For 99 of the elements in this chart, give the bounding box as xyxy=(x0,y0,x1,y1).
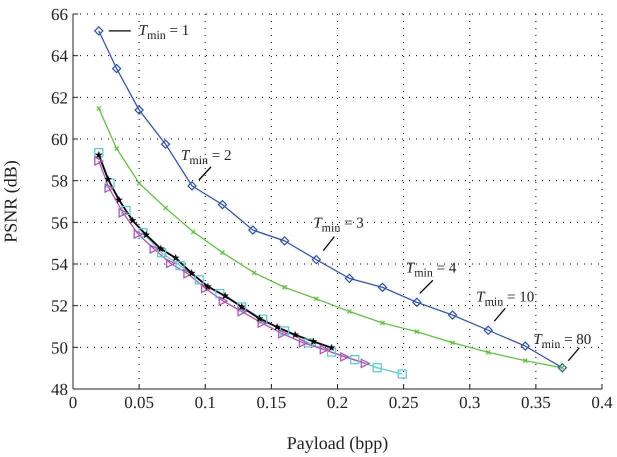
point xyxy=(298,338,308,348)
point xyxy=(188,269,196,276)
point xyxy=(248,225,258,235)
annotation: T$_{min}$ = 3 xyxy=(313,216,364,234)
point xyxy=(94,156,104,166)
point xyxy=(150,244,159,254)
point xyxy=(258,314,268,324)
point xyxy=(134,230,143,239)
y-tick-label: 66 xyxy=(51,5,68,24)
point xyxy=(220,250,226,256)
y-tick-label: 62 xyxy=(51,88,68,108)
point xyxy=(360,358,370,368)
point xyxy=(278,329,288,338)
annotation: T$_{min}$ = 2 xyxy=(181,148,232,166)
point xyxy=(450,340,456,346)
point xyxy=(326,348,336,357)
point xyxy=(194,275,204,284)
point xyxy=(378,282,388,292)
point xyxy=(520,341,530,351)
annotation: T$_{min}$ = 4 xyxy=(406,260,457,279)
x-tick-label: 0.1 xyxy=(194,393,216,412)
y-tick-label: 54 xyxy=(51,255,68,274)
x-tick-label: 0 xyxy=(68,393,78,412)
y-axis-title: PSNR (dB) xyxy=(0,160,20,243)
y-tick-label: 56 xyxy=(51,213,68,232)
x-tick-label: 0.2 xyxy=(326,393,348,412)
point xyxy=(273,323,281,330)
point xyxy=(162,205,168,211)
point xyxy=(176,261,185,270)
point xyxy=(112,64,122,74)
x-tick-label: 0.35 xyxy=(521,393,551,412)
point xyxy=(166,258,176,268)
point xyxy=(105,178,115,188)
point xyxy=(484,326,493,335)
point xyxy=(280,326,290,336)
x-tick-label: 0.4 xyxy=(591,393,614,412)
point xyxy=(215,288,224,298)
point xyxy=(138,228,148,238)
point xyxy=(114,146,120,152)
annotation: T$_{min}$ = 1 xyxy=(138,22,190,42)
point xyxy=(187,181,197,190)
point xyxy=(380,320,386,326)
point xyxy=(160,140,170,149)
point xyxy=(172,254,180,262)
point xyxy=(221,292,229,300)
point xyxy=(346,308,352,314)
point xyxy=(104,184,114,193)
y-tick-label: 48 xyxy=(51,380,68,400)
point xyxy=(486,350,491,355)
x-tick-label: 0.25 xyxy=(388,393,418,412)
y-tick-label: 58 xyxy=(51,172,68,191)
point xyxy=(94,148,104,158)
point xyxy=(252,270,257,276)
point xyxy=(344,274,354,283)
point xyxy=(121,206,130,216)
x-tick-label: 0.15 xyxy=(256,393,286,412)
point xyxy=(94,26,104,36)
point xyxy=(136,180,142,186)
y-tick-label: 64 xyxy=(51,46,68,66)
point xyxy=(312,255,321,264)
y-tick-label: 50 xyxy=(51,338,68,358)
point xyxy=(282,284,288,290)
point xyxy=(218,296,228,306)
point xyxy=(128,216,136,224)
point xyxy=(372,363,382,372)
point xyxy=(448,310,458,320)
point xyxy=(183,269,193,278)
point xyxy=(115,196,123,204)
point xyxy=(94,151,103,158)
x-tick-label: 0.3 xyxy=(459,393,480,412)
y-tick-label: 60 xyxy=(51,130,68,150)
point xyxy=(204,282,212,290)
point xyxy=(340,352,350,362)
point xyxy=(258,318,267,328)
point xyxy=(256,314,264,322)
point xyxy=(304,338,314,348)
point xyxy=(350,355,360,364)
x-tick-label: 0.05 xyxy=(124,393,154,412)
x-axis-title: Payload (bpp) xyxy=(286,433,388,453)
point xyxy=(522,358,528,364)
point xyxy=(412,298,422,307)
point xyxy=(280,236,290,246)
point xyxy=(118,208,128,218)
point xyxy=(218,200,228,210)
annotation: T$_{min}$ = 10 xyxy=(476,289,534,308)
point xyxy=(237,307,247,316)
point xyxy=(157,248,166,258)
point xyxy=(190,229,196,235)
point xyxy=(134,105,144,115)
point xyxy=(157,244,165,252)
point xyxy=(314,296,319,302)
point xyxy=(320,345,329,354)
point xyxy=(142,230,150,238)
annotation: T$_{min}$ = 80 xyxy=(533,332,592,350)
point xyxy=(201,284,210,294)
point xyxy=(104,175,112,182)
point xyxy=(414,329,420,334)
y-tick-label: 52 xyxy=(51,296,68,316)
point xyxy=(398,369,407,379)
